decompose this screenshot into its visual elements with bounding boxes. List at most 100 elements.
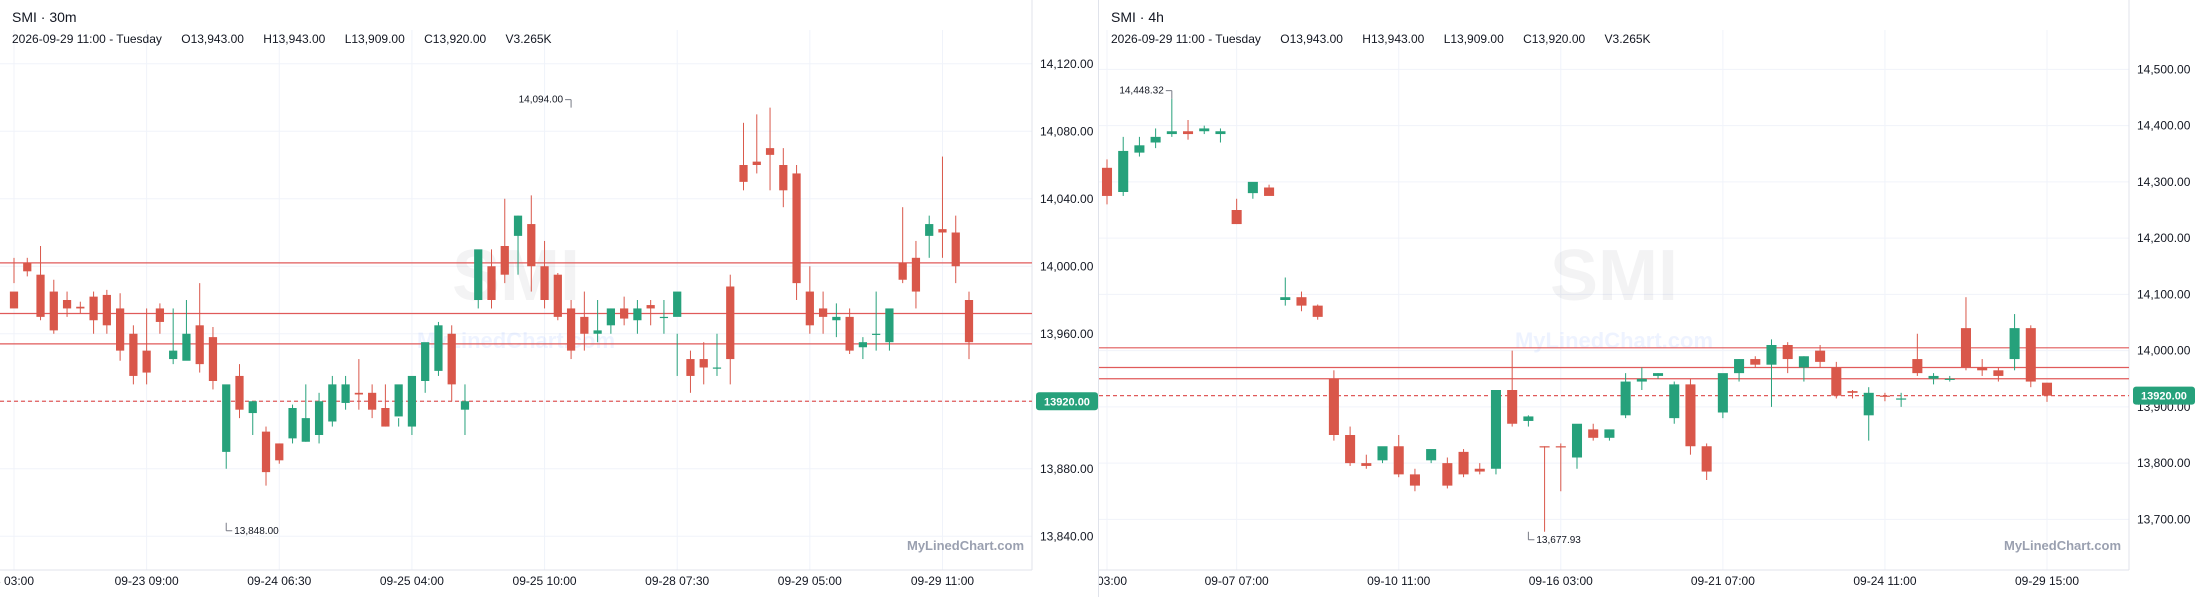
candle-body — [2009, 328, 2020, 360]
candle — [620, 296, 629, 326]
chart-panel-30m[interactable]: SMI · 30m 2026-09-29 11:00 - Tuesday O13… — [0, 0, 1098, 597]
candle — [1782, 342, 1793, 374]
candle-body — [1669, 384, 1680, 419]
candle — [1328, 370, 1339, 441]
time-tick-label: 09-24 06:30 — [247, 574, 311, 588]
candle-body — [1734, 359, 1745, 374]
candle-body — [580, 316, 589, 334]
candle — [434, 321, 443, 376]
candle-body — [1701, 446, 1712, 472]
candle — [2041, 382, 2053, 402]
candle — [1896, 392, 1907, 407]
candle-body — [1928, 375, 1939, 379]
candle-body — [513, 215, 523, 236]
price-tick-label: 13,800.00 — [2137, 456, 2191, 470]
candle — [460, 384, 470, 435]
candle — [288, 404, 297, 444]
candle — [49, 279, 58, 334]
candle-body — [593, 330, 602, 334]
price-tick-label: 13,840.00 — [1040, 529, 1094, 543]
candle — [76, 301, 85, 314]
candle-body — [235, 375, 244, 410]
candle-body — [925, 224, 934, 236]
candle — [1798, 356, 1809, 382]
candle-body — [169, 350, 178, 360]
candle-body — [1863, 392, 1874, 416]
candle-body — [620, 308, 629, 319]
candle — [938, 156, 947, 258]
candle — [1523, 415, 1534, 427]
extreme-annotation: 14,094.00 — [519, 95, 572, 108]
candle — [1134, 136, 1145, 157]
candle-body — [261, 431, 271, 473]
candle — [1879, 392, 1890, 402]
candle-body — [1490, 390, 1501, 469]
candle-body — [1798, 356, 1809, 368]
candle-body — [222, 384, 231, 452]
last-price-badge — [2133, 386, 2195, 405]
candle — [1345, 426, 1356, 466]
candle-body — [633, 308, 642, 321]
candle-body — [805, 291, 814, 326]
chart-header: SMI · 30m 2026-09-29 11:00 - Tuesday O13… — [12, 8, 568, 46]
candle — [1766, 339, 1777, 407]
candle-body — [394, 384, 403, 417]
candle-body — [1101, 167, 1113, 196]
candle — [1280, 277, 1291, 306]
candle-body — [951, 232, 960, 267]
price-tick-label: 14,080.00 — [1040, 124, 1094, 138]
candle — [1701, 443, 1712, 480]
candle-body — [1555, 446, 1566, 448]
candle — [89, 291, 98, 334]
price-tick-label: 14,200.00 — [2137, 231, 2191, 245]
info-datetime: 2026-09-29 11:00 - Tuesday — [1111, 32, 1261, 46]
price-tick-label: 14,120.00 — [1040, 57, 1094, 71]
candle — [341, 375, 350, 410]
candle — [1183, 120, 1194, 140]
candle — [1977, 359, 1988, 376]
candle — [633, 300, 642, 334]
candle-body — [328, 384, 337, 422]
candle — [142, 308, 151, 385]
candle — [1150, 128, 1161, 149]
candle-body — [155, 308, 165, 322]
candle-body — [248, 401, 257, 414]
candle — [102, 289, 111, 334]
candle-body — [699, 359, 708, 368]
candle-body — [1588, 429, 1599, 438]
candle — [779, 148, 788, 208]
candle — [23, 257, 32, 277]
candle-body — [1636, 378, 1647, 382]
candle — [1831, 361, 1842, 399]
candle — [1490, 390, 1501, 475]
candle-body — [1977, 367, 1988, 371]
candle-body — [1345, 435, 1356, 464]
candle-body — [434, 325, 443, 371]
candlestick-chart-4h[interactable]: SMI MyLinedChart.com 14,448.32 13,677.93 13,… — [1099, 0, 2196, 597]
candle-body — [752, 161, 761, 165]
candle — [394, 384, 403, 427]
candle-body — [1879, 395, 1890, 397]
candle — [115, 293, 125, 361]
candle — [1442, 457, 1453, 489]
candle — [566, 300, 576, 360]
candle — [1960, 297, 1971, 371]
candle-body — [36, 274, 45, 317]
candle-body — [659, 316, 669, 319]
candle — [248, 401, 257, 435]
info-open: O13,943.00 — [1280, 32, 1343, 46]
candle — [951, 215, 960, 284]
candle-body — [938, 229, 947, 233]
candle — [1912, 333, 1923, 376]
price-tick-label: 14,000.00 — [1040, 259, 1094, 273]
chart-panel-4h[interactable]: SMI · 4h 2026-09-29 11:00 - Tuesday O13,… — [1098, 0, 2196, 597]
candle-body — [1847, 391, 1858, 393]
candle-body — [354, 392, 363, 395]
time-tick-label: 09-28 07:30 — [645, 574, 709, 588]
candle — [1669, 381, 1680, 424]
price-tick-label: 14,500.00 — [2137, 62, 2191, 76]
time-tick-label: 2 03:00 — [1099, 574, 1127, 588]
candle — [261, 426, 271, 486]
info-volume: V3.265K — [1604, 32, 1651, 46]
